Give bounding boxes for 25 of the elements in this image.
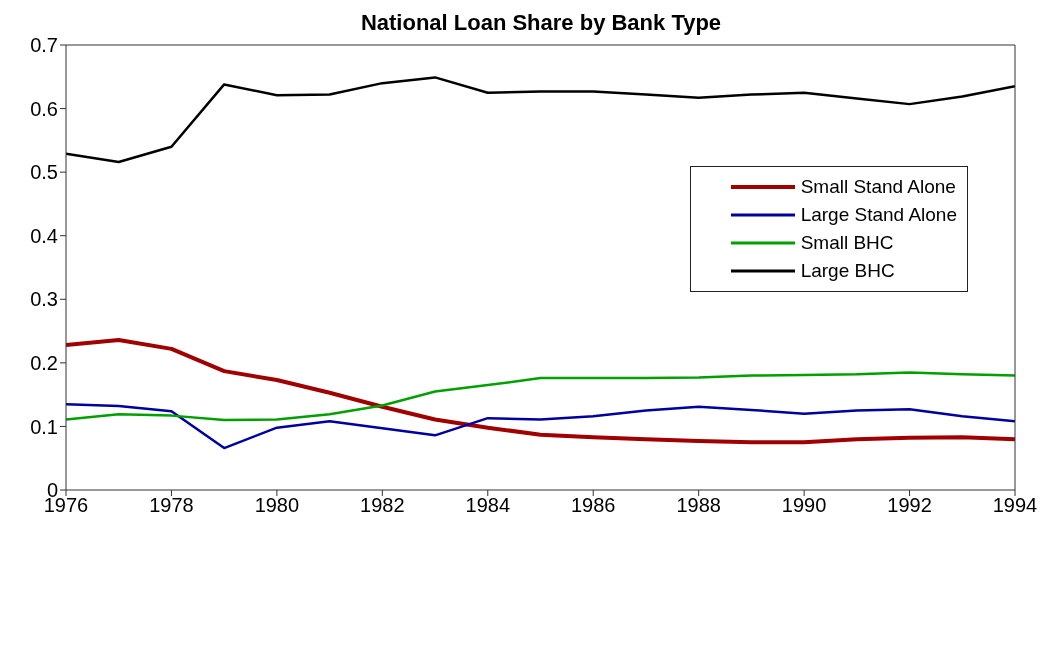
line-series [66, 371, 1015, 422]
x-tick-label: 1982 [360, 494, 405, 517]
y-tick-label: 0.6 [30, 97, 58, 120]
y-tick-label: 0.3 [30, 288, 58, 311]
legend-label: Large BHC [800, 260, 895, 282]
x-tick-label: 1994 [992, 494, 1038, 517]
line-series [66, 402, 1015, 450]
y-tick-label: 0.7 [30, 34, 58, 57]
y-tick-label: 0.4 [30, 224, 58, 247]
y-tick-label: 0.1 [30, 415, 58, 438]
x-tick-label: 1984 [465, 494, 511, 517]
line-series [66, 337, 1015, 445]
chart-title: National Loan Share by Bank Type [359, 10, 723, 36]
y-tick-label: 0.2 [30, 351, 58, 374]
legend-label: Small Stand Alone [800, 176, 956, 198]
legend-label: Large Stand Alone [800, 204, 957, 226]
x-tick-label: 1978 [149, 494, 194, 517]
legend-label: Small BHC [800, 232, 894, 254]
line-series [66, 76, 1015, 164]
x-tick-label: 1980 [254, 494, 300, 517]
y-tick-label: 0.5 [30, 161, 58, 184]
x-tick-label: 1986 [570, 494, 616, 517]
x-tick-label: 1988 [676, 494, 721, 517]
x-tick-label: 1992 [887, 494, 932, 517]
x-tick-label: 1990 [781, 494, 827, 517]
